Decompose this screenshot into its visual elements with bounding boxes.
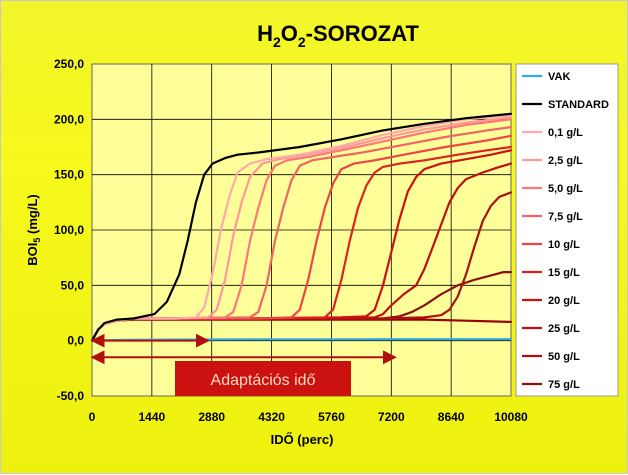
series-lines	[90, 112, 513, 342]
legend-label: VAK	[548, 71, 570, 83]
y-tick-label: 100,0	[54, 223, 84, 237]
adaptation-annotation	[90, 333, 397, 365]
legend-label: 10 g/L	[548, 239, 580, 251]
legend-label: 25 g/L	[548, 323, 580, 335]
x-tick-label: 10080	[494, 410, 528, 424]
x-tick-label: 1440	[139, 410, 166, 424]
title-h-sub: 2	[273, 34, 281, 50]
y-tick-label: 50,0	[61, 278, 85, 292]
x-tick-label: 5760	[318, 410, 345, 424]
title-o: O	[281, 21, 298, 46]
legend-label: 50 g/L	[548, 351, 580, 363]
legend-label: STANDARD	[548, 99, 609, 111]
y-axis-title: BOI5 (mg/L)	[25, 194, 42, 265]
y-axis-title-rest: (mg/L)	[25, 194, 40, 237]
x-tick-labels: 0 1440 2880 4320 5760 7200 8640 10080	[89, 410, 528, 424]
y-tick-label: 150,0	[54, 168, 84, 182]
annotation-label-box	[175, 361, 351, 396]
y-axis-title-sub: 5	[32, 238, 42, 243]
legend-label: 15 g/L	[548, 267, 580, 279]
x-tick-label: 8640	[438, 410, 465, 424]
series-line-standard	[90, 112, 513, 342]
y-tick-label: 200,0	[54, 112, 84, 126]
legend-label: 2,5 g/L	[548, 155, 583, 167]
title-o-sub: 2	[298, 34, 306, 50]
legend-box	[515, 63, 619, 397]
y-tick-label: 250,0	[54, 57, 84, 71]
x-tick-label: 4320	[258, 410, 285, 424]
chart-title: H2O2-SOROZAT	[257, 21, 419, 50]
x-tick-label: 0	[89, 410, 96, 424]
y-tick-labels: -50,0 0,0 50,0 100,0 150,0 200,0 250,0	[54, 57, 84, 403]
legend-label: 75 g/L	[548, 379, 580, 391]
legend: VAK STANDARD 0,1 g/L 2,5 g/L 5,0 g/L 7,5 g/L 1…	[522, 71, 609, 391]
legend-label: 5,0 g/L	[548, 183, 583, 195]
x-axis-title: IDŐ (perc)	[271, 432, 334, 447]
x-tick-label: 7200	[378, 410, 405, 424]
y-axis-title-base: BOI	[25, 243, 40, 266]
y-tick-label: 0,0	[67, 334, 84, 348]
title-h: H	[257, 21, 273, 46]
legend-label: 0,1 g/L	[548, 127, 583, 139]
y-tick-label: -50,0	[57, 389, 85, 403]
annotation-label: Adaptációs idő	[211, 372, 316, 389]
legend-label: 20 g/L	[548, 295, 580, 307]
title-rest: -SOROZAT	[306, 21, 420, 46]
x-tick-label: 2880	[198, 410, 225, 424]
legend-label: 7,5 g/L	[548, 211, 583, 223]
